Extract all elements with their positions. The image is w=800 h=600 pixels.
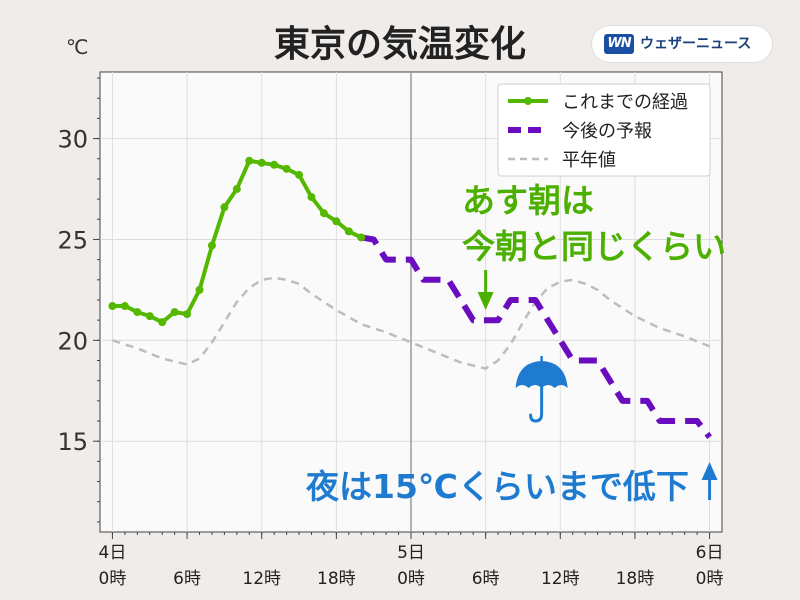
series-observed-point [232,185,241,194]
annotation-green-line-2: 今朝と同じくらい [462,227,726,266]
series-observed-point [332,217,341,226]
x-tick-day-label: 4日 [99,543,127,563]
series-observed-point [120,302,129,311]
axes: 15 20 25 30 4日 0時 6時 12時 18時 5日 0時 6時 12時 18時 6日 0時 [57,77,724,589]
legend-observed-label: これまでの経過 [562,92,688,113]
x-tick-time-label: 18時 [616,569,655,589]
series-observed-point [220,203,229,212]
y-tick-label: 15 [57,428,88,456]
series-observed-point [344,227,353,236]
legend-observed-marker [524,97,532,105]
series-observed-point [145,312,154,321]
x-tick-time-label: 6時 [472,569,500,589]
y-axis-unit: ℃ [66,35,88,59]
umbrella-handle [529,383,544,423]
series-observed-point [257,158,266,167]
annotation-blue-arrow-head [701,462,718,480]
x-tick-day-label: 6日 [696,543,724,563]
legend-box [497,83,711,177]
umbrella-icon [515,356,568,423]
legend-normal-label: 平年値 [562,150,616,171]
series-observed-point [133,308,142,317]
x-tick-time-label: 6時 [173,569,201,589]
x-tick-time-label: 0時 [99,569,127,589]
y-tick-label: 30 [57,126,88,154]
x-tick-time-label: 12時 [541,569,580,589]
x-tick-day-label: 5日 [397,543,425,563]
series-observed-point [183,310,192,319]
weathernews-logo: WN ウェザーニュース [592,26,772,62]
y-tick-label: 20 [57,327,88,355]
weathernews-logo-mark: WN [604,34,634,54]
series-observed-point [170,308,179,317]
annotation-green-arrow-head [477,292,494,310]
x-tick-time-label: 0時 [397,569,425,589]
series-observed-point [307,193,316,202]
series-observed-point [108,302,117,311]
series-forecast-line [360,234,712,440]
weathernews-logo-text: ウェザーニュース [640,36,752,52]
x-tick-time-label: 0時 [696,569,724,589]
series-observed-point [207,241,216,250]
annotation-blue-text: 夜は15℃くらいまで低下 [305,467,689,506]
series-observed-point [195,285,204,294]
series-observed-point [295,170,304,179]
chart-title: 東京の気温変化 [274,23,526,65]
series-observed-point [357,233,366,242]
series-observed-point [282,164,291,173]
umbrella-canopy [515,361,568,388]
y-tick-label: 25 [57,226,88,254]
series-observed-point [270,160,279,169]
series-observed-point [245,156,254,165]
series-observed-point [319,209,328,218]
annotation-green-line-1: あす朝は [462,181,594,220]
series-observed-point [158,318,167,327]
series-layer [108,156,712,440]
x-tick-time-label: 12時 [242,569,281,589]
legend-forecast-label: 今後の予報 [562,121,652,142]
series-normal-line [112,276,711,370]
x-tick-time-label: 18時 [317,569,356,589]
